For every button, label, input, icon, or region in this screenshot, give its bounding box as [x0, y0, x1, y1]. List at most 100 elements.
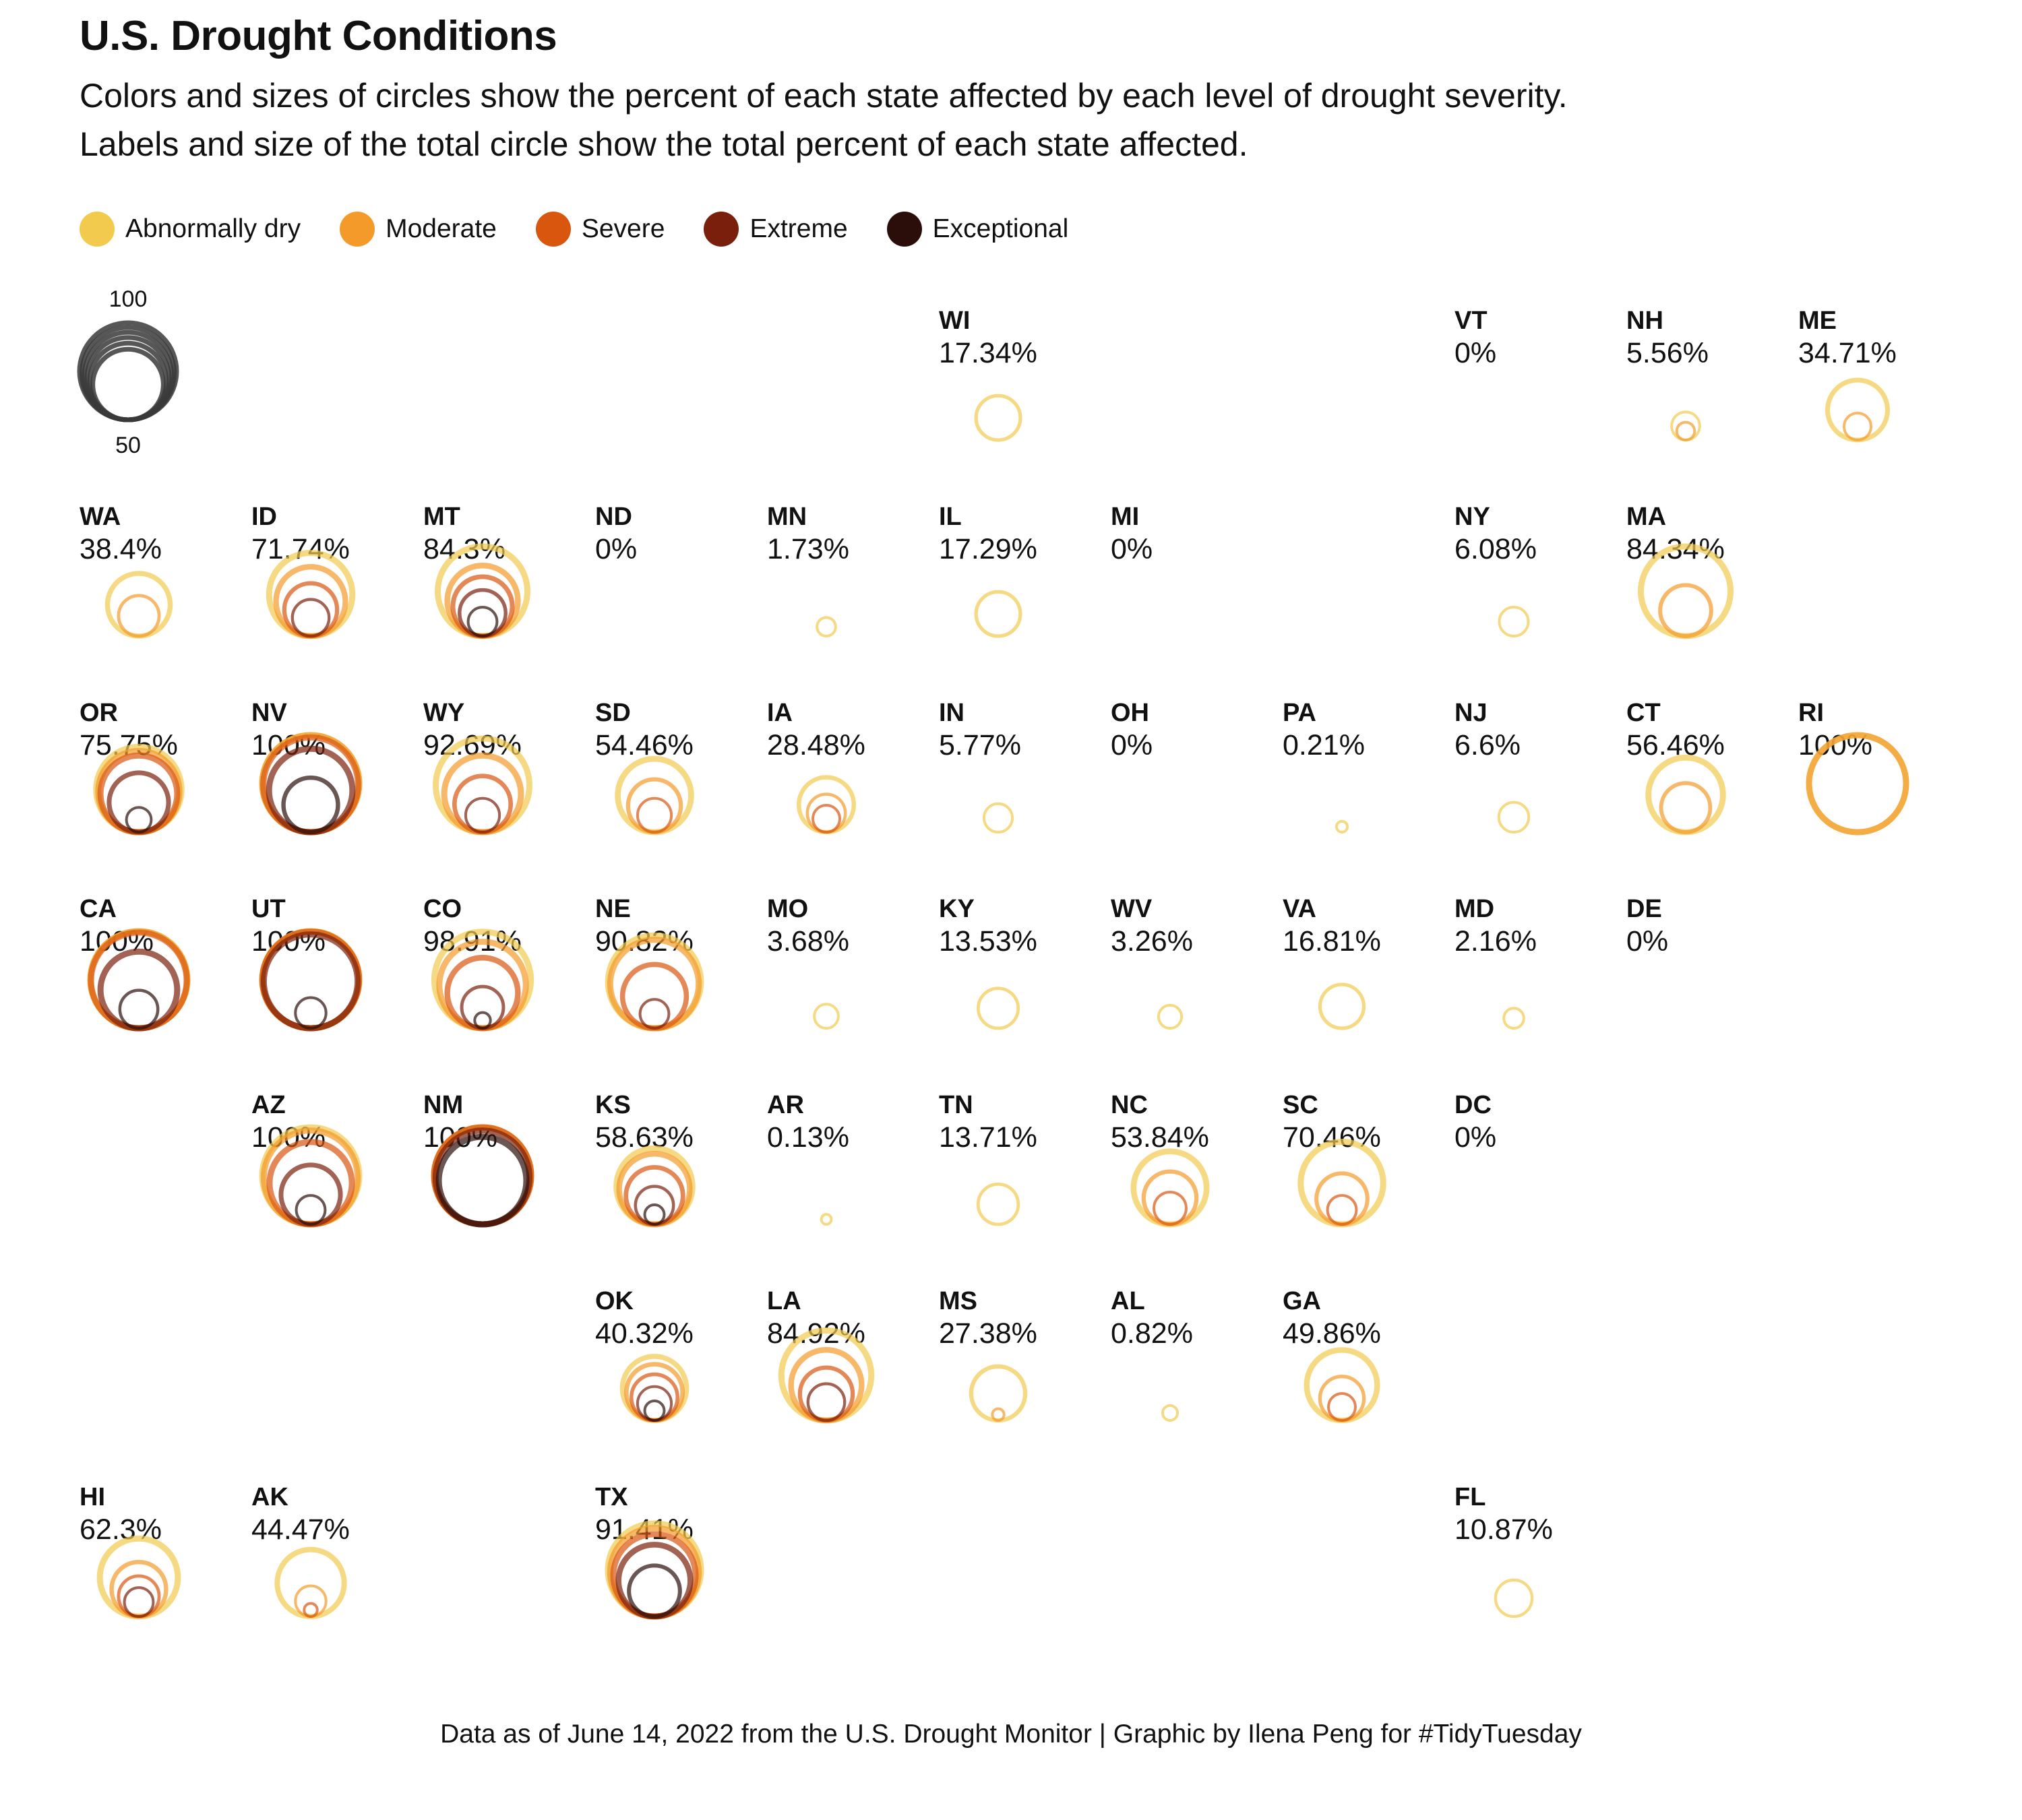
circle-severe: [619, 962, 690, 1031]
circle-abnormally-dry: [976, 1182, 1020, 1226]
circle-moderate: [1675, 420, 1696, 441]
state-al: AL0.82%: [1111, 1287, 1193, 1422]
state-abbr: AZ: [251, 1091, 286, 1119]
state-total-label: 13.71%: [939, 1121, 1037, 1154]
state-abbr: NC: [1111, 1091, 1148, 1119]
state-abbr: IL: [939, 503, 962, 531]
circle-abnormally-dry: [1304, 1347, 1380, 1424]
circle-abnormally-dry: [976, 986, 1020, 1030]
state-abbr: IA: [767, 699, 793, 727]
state-abbr: CA: [80, 895, 117, 923]
state-abbr: MI: [1111, 503, 1139, 531]
state-abbr: MO: [767, 895, 808, 923]
state-abbr: KY: [939, 895, 975, 923]
state-total-label: 10.87%: [1454, 1513, 1553, 1546]
circle-abnormally-dry: [1335, 819, 1349, 834]
state-total-label: 0.82%: [1111, 1317, 1193, 1350]
state-abbr: WA: [80, 503, 121, 531]
state-abbr: CO: [423, 895, 462, 923]
circle-severe: [1327, 1392, 1357, 1422]
state-md: MD2.16%: [1454, 895, 1537, 1030]
state-total-label: 44.47%: [251, 1513, 350, 1546]
circle-moderate: [1658, 583, 1713, 639]
state-vt: VT0%: [1454, 307, 1496, 369]
legend-label: Exceptional: [932, 214, 1069, 243]
state-abbr: ID: [251, 503, 277, 531]
legend-label: Abnormally dry: [125, 214, 301, 243]
state-total-label: 6.6%: [1454, 729, 1521, 761]
state-abbr: MA: [1626, 503, 1666, 531]
state-abbr: NV: [251, 699, 287, 727]
circle-exceptional: [466, 606, 499, 638]
state-total-label: 34.71%: [1798, 337, 1897, 369]
state-total-label: 2.16%: [1454, 925, 1537, 958]
circle-abnormally-dry: [982, 802, 1014, 834]
state-total-label: 0%: [595, 533, 637, 565]
state-total-label: 0.13%: [767, 1121, 849, 1154]
state-abbr: AR: [767, 1091, 804, 1119]
circle-abnormally-dry: [974, 590, 1022, 638]
circle-abnormally-dry: [820, 1213, 833, 1226]
state-total-label: 17.29%: [939, 533, 1037, 565]
circle-moderate: [1806, 732, 1909, 836]
circle-severe: [303, 1602, 319, 1619]
state-wv: WV3.26%: [1111, 895, 1193, 1030]
state-abbr: MT: [423, 503, 460, 531]
circle-extreme: [106, 770, 171, 835]
chart-subtitle: Colors and sizes of circles show the per…: [80, 71, 2000, 168]
circle-abnormally-dry: [813, 1003, 840, 1030]
circle-abnormally-dry: [274, 1546, 347, 1619]
state-abbr: MN: [767, 503, 807, 531]
state-total-label: 5.56%: [1626, 337, 1709, 369]
state-abbr: WY: [423, 699, 464, 727]
circle-exceptional: [627, 1563, 682, 1619]
state-total-label: 3.26%: [1111, 925, 1193, 958]
legend-swatch: [886, 212, 922, 247]
circle-moderate: [991, 1407, 1006, 1422]
circle-severe: [811, 804, 841, 834]
state-total-label: 0%: [1111, 729, 1153, 761]
state-total-label: 0%: [1454, 337, 1496, 369]
circle-severe: [623, 1165, 685, 1227]
circle-abnormally-dry: [1494, 1578, 1534, 1619]
state-total-label: 53.84%: [1111, 1121, 1209, 1154]
state-abbr: OR: [80, 699, 118, 727]
state-total-label: 5.77%: [939, 729, 1021, 761]
state-mi: MI0%: [1111, 503, 1153, 565]
state-total-label: 17.34%: [939, 337, 1037, 369]
state-total-label: 28.48%: [767, 729, 865, 761]
circle-abnormally-dry: [1318, 982, 1366, 1030]
state-abbr: WV: [1111, 895, 1153, 923]
circle-extreme: [123, 1586, 155, 1618]
circle-exceptional: [118, 989, 160, 1030]
state-abbr: VT: [1454, 307, 1488, 335]
circle-extreme: [464, 796, 501, 834]
legend-item-abnormally-dry: Abnormally dry: [80, 212, 301, 247]
circle-moderate: [1318, 1375, 1366, 1422]
circle-abnormally-dry: [1670, 410, 1701, 442]
circle-exceptional: [435, 1133, 530, 1228]
circle-abnormally-dry: [1161, 1404, 1180, 1422]
circle-extreme: [638, 998, 671, 1030]
state-total-label: 0%: [1111, 533, 1153, 565]
circle-moderate: [294, 1584, 328, 1618]
state-total-label: 54.46%: [595, 729, 694, 761]
circle-abnormally-dry: [104, 571, 173, 639]
circle-exceptional: [643, 1400, 666, 1422]
